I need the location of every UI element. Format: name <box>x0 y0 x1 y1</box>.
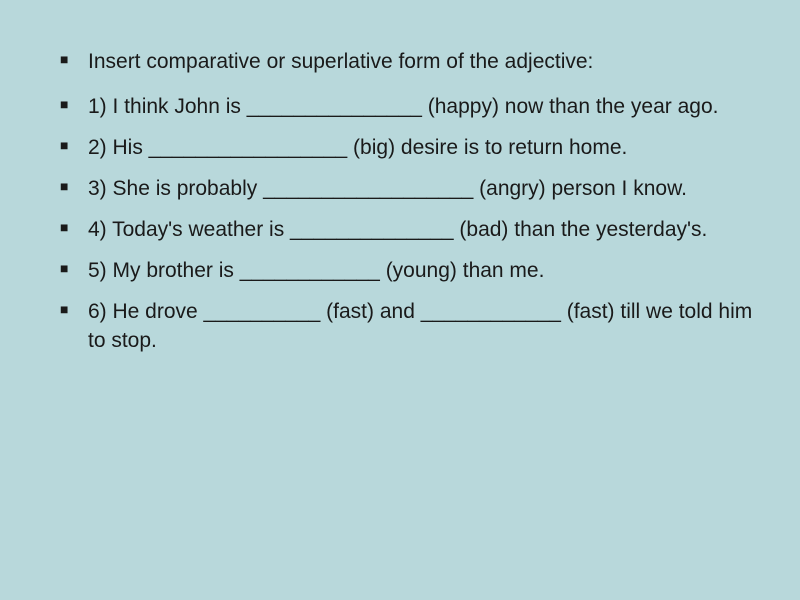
list-item: 1) I think John is _______________ (happ… <box>60 93 760 122</box>
list-item: 6) He drove __________ (fast) and ______… <box>60 298 760 356</box>
list-item: 3) She is probably __________________ (a… <box>60 175 760 204</box>
slide-content: Insert comparative or superlative form o… <box>0 0 800 600</box>
instruction-line: Insert comparative or superlative form o… <box>60 48 760 77</box>
bullet-list: Insert comparative or superlative form o… <box>60 48 760 356</box>
list-item: 2) His _________________ (big) desire is… <box>60 134 760 163</box>
list-item: 5) My brother is ____________ (young) th… <box>60 257 760 286</box>
list-item: 4) Today's weather is ______________ (ba… <box>60 216 760 245</box>
